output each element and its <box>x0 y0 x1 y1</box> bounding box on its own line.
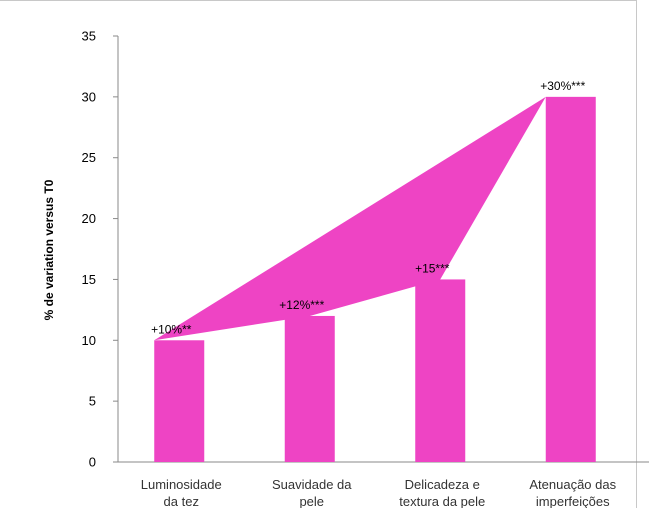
bar <box>284 315 335 462</box>
y-tick-label: 35 <box>82 29 96 44</box>
data-labels: +10%** +12%*** +15*** +30%*** <box>151 79 586 336</box>
y-tick-label: 15 <box>82 272 96 287</box>
category-label-line: Suavidade da <box>272 477 352 492</box>
category-label: Suavidade da pele <box>272 477 352 508</box>
y-axis-label: % de variation versus T0 <box>42 179 56 320</box>
category-labels: Luminosidade da tez Suavidade da pele Delica… <box>141 477 617 508</box>
category-label: Delicadeza e textura da pele <box>399 477 485 508</box>
category-label-line: Atenuação das <box>529 477 616 492</box>
category-label-line: Luminosidade <box>141 477 222 492</box>
y-tick-label: 0 <box>89 455 96 470</box>
category-label: Luminosidade da tez <box>141 477 222 508</box>
data-label: +15*** <box>415 261 450 275</box>
data-label: +12%*** <box>279 298 324 312</box>
category-label-line: imperfeições <box>536 494 610 508</box>
data-label: +10%** <box>151 322 192 336</box>
bar <box>545 96 596 462</box>
y-tick-label: 30 <box>82 89 96 104</box>
bar <box>415 279 466 462</box>
category-label-line: da tez <box>164 494 199 508</box>
y-tick-label: 20 <box>82 211 96 226</box>
data-label: +30%*** <box>540 79 585 93</box>
category-label: Atenuação das imperfeições <box>529 477 616 508</box>
trend-wedge-layer <box>154 96 546 341</box>
bar <box>154 340 205 462</box>
category-label-line: Delicadeza e <box>405 477 480 492</box>
y-tick-label: 10 <box>82 333 96 348</box>
trend-wedge <box>154 96 546 341</box>
category-label-line: pele <box>299 494 324 508</box>
y-tick-label: 25 <box>82 150 96 165</box>
y-tick-label: 5 <box>89 394 96 409</box>
bars <box>154 96 596 462</box>
category-label-line: textura da pele <box>399 494 485 508</box>
